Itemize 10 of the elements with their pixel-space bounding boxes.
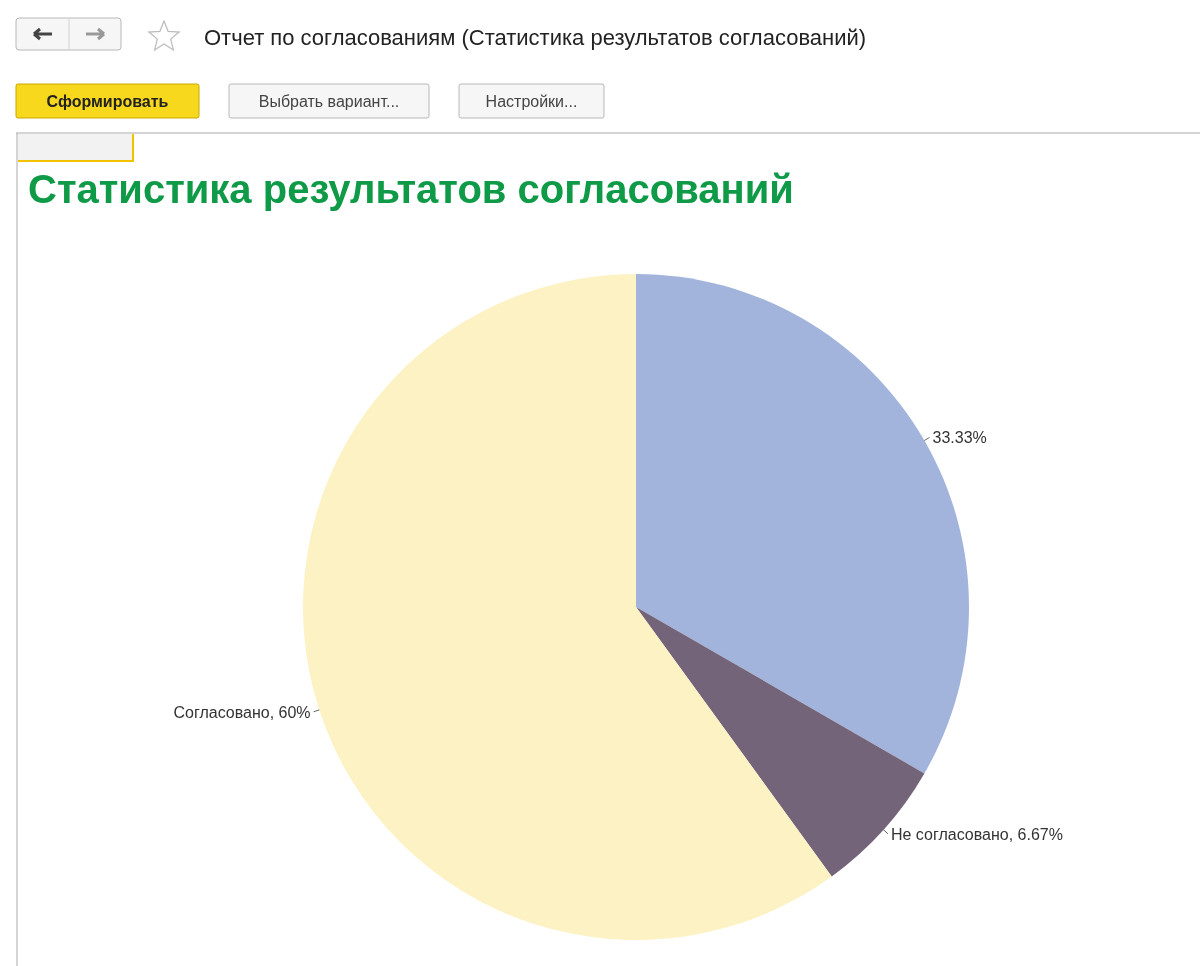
generate-button: Сформировать (15, 83, 200, 119)
slice-label: Не согласовано (890, 825, 1009, 843)
data-label: , 60% (269, 703, 311, 721)
data-label: 33.33% (932, 429, 987, 447)
button: Выбрать вариант... (228, 83, 430, 119)
data-label: , 6.67% (1008, 825, 1063, 843)
slice-label: Согласовано (173, 703, 270, 721)
button: Настройки... (458, 83, 605, 119)
text: Отчет по согласованиям (Статистика результатов согласований) (204, 25, 867, 50)
chart-title: Статистика результатов согласований (28, 167, 794, 211)
